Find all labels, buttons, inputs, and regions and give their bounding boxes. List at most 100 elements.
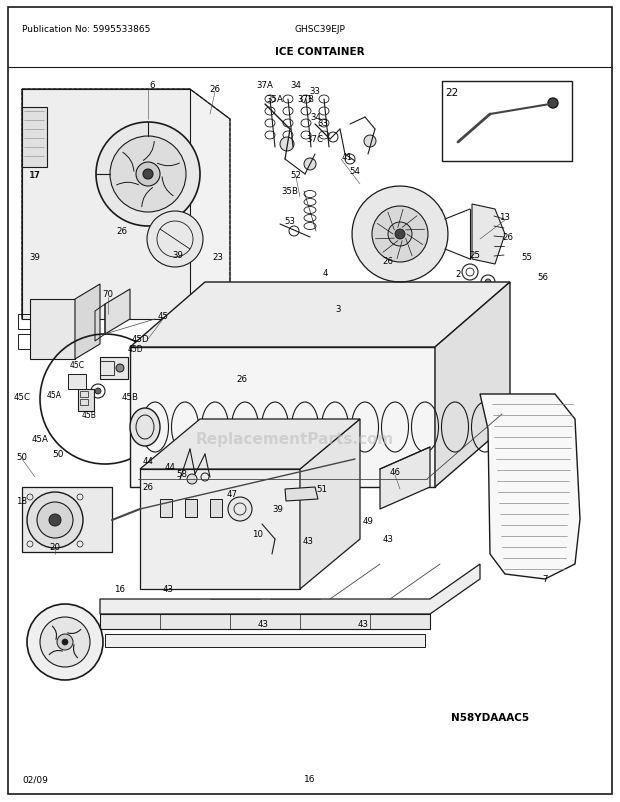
Text: 45B: 45B [122,393,138,402]
Text: 53: 53 [285,217,296,226]
Polygon shape [100,614,430,630]
Circle shape [37,502,73,538]
Polygon shape [75,285,100,359]
Text: 43: 43 [358,620,368,629]
Circle shape [304,159,316,171]
Circle shape [280,138,294,152]
Text: GHSC39EJP: GHSC39EJP [294,26,345,34]
Text: 26: 26 [210,85,221,95]
Circle shape [95,388,101,395]
Text: 2: 2 [455,270,461,279]
Polygon shape [140,419,360,469]
Text: 20: 20 [50,543,61,552]
Circle shape [485,280,491,286]
Circle shape [110,137,186,213]
Text: 56: 56 [538,273,549,282]
Text: 44: 44 [143,457,154,466]
Text: 18: 18 [17,497,27,506]
Text: 22: 22 [445,88,458,98]
Text: 50: 50 [17,453,27,462]
Text: 47: 47 [226,490,237,499]
Text: 17: 17 [29,170,41,180]
Text: 49: 49 [363,516,373,526]
Text: 4: 4 [322,269,328,278]
Polygon shape [480,395,580,579]
Polygon shape [30,300,75,359]
Text: 37A: 37A [257,81,273,91]
Polygon shape [352,187,448,282]
Text: 70: 70 [102,290,113,299]
Bar [210,500,222,517]
Circle shape [27,604,103,680]
Ellipse shape [334,302,346,317]
Bar [160,500,172,517]
Bar [185,500,197,517]
Text: Publication No: 5995533865: Publication No: 5995533865 [22,26,151,34]
Text: ICE CONTAINER: ICE CONTAINER [275,47,365,57]
Text: 6: 6 [149,81,155,91]
Text: 7: 7 [542,575,547,584]
Text: 26: 26 [502,233,513,242]
Text: 39: 39 [30,253,40,262]
Text: N58YDAAAC5: N58YDAAAC5 [451,712,529,722]
Bar [100,362,114,375]
Bar [22,107,47,168]
Text: 37C: 37C [306,136,324,144]
Circle shape [116,365,124,373]
Text: 33: 33 [317,119,329,128]
Polygon shape [130,282,510,347]
Ellipse shape [130,408,160,447]
Text: 16: 16 [304,775,316,784]
Text: 39: 39 [273,505,283,514]
Text: 26: 26 [117,227,128,237]
Text: 43: 43 [383,535,394,544]
Bar [80,391,88,398]
Circle shape [40,618,90,667]
Text: 58: 58 [177,470,187,479]
Text: 45C: 45C [14,393,30,402]
Circle shape [395,229,405,240]
Text: 37B: 37B [298,95,314,104]
Text: 43: 43 [257,620,268,629]
Polygon shape [435,282,510,488]
Text: 41: 41 [342,153,353,162]
Circle shape [388,223,412,247]
Polygon shape [105,290,130,334]
Text: 17: 17 [30,170,40,180]
Circle shape [187,475,197,484]
Polygon shape [22,90,230,320]
Text: ReplacementParts.com: ReplacementParts.com [196,432,394,447]
Text: 25: 25 [469,250,481,259]
Ellipse shape [317,285,363,334]
Polygon shape [380,448,430,509]
Circle shape [228,497,252,521]
Text: 02/09: 02/09 [22,775,48,784]
Bar [68,375,86,390]
Text: 55: 55 [521,253,533,262]
Circle shape [372,207,428,263]
Text: 34: 34 [291,81,301,91]
Text: 52: 52 [291,170,301,180]
Circle shape [49,514,61,526]
Text: 45A: 45A [32,435,48,444]
Text: 23: 23 [213,253,223,262]
Text: 43: 43 [162,585,174,593]
Polygon shape [100,565,480,614]
Bar [78,390,94,411]
Polygon shape [140,469,300,589]
Circle shape [147,212,203,268]
Text: 3: 3 [335,305,341,314]
Text: 54: 54 [350,168,360,176]
Text: 45A: 45A [47,391,62,400]
Text: 13: 13 [500,213,510,222]
Circle shape [364,136,376,148]
Text: 45B: 45B [82,411,97,420]
Text: 45D: 45D [131,335,149,344]
Text: 51: 51 [316,485,327,494]
Bar [22,488,112,553]
Polygon shape [130,347,435,488]
Bar [442,82,572,162]
Circle shape [62,639,68,645]
Circle shape [96,123,200,227]
Text: 50: 50 [52,450,64,459]
